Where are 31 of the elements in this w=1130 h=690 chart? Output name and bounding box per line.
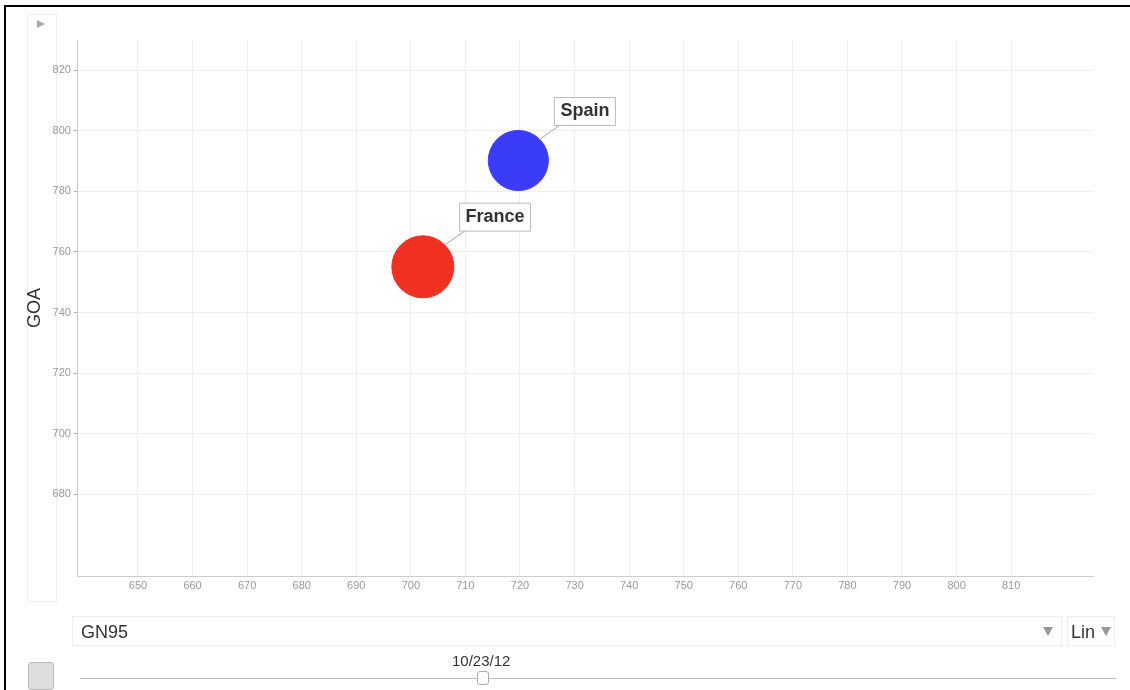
y-axis-title: GOA	[23, 287, 44, 329]
x-tick-label: 680	[292, 578, 311, 591]
x-tick-label: 650	[128, 578, 148, 591]
series-label: France	[465, 206, 525, 227]
y-tick-label: 720	[52, 366, 71, 379]
x-tick-label: 720	[510, 578, 530, 591]
x-tick-label: 780	[838, 578, 857, 591]
x-tick-label: 660	[183, 578, 202, 591]
x-axis-title: GN95	[81, 622, 129, 642]
y-tick-label: 700	[52, 426, 71, 439]
x-tick-label: 760	[729, 578, 748, 591]
x-tick-label: 810	[1001, 578, 1021, 591]
y-tick-label: 740	[52, 305, 71, 318]
y-tick-label: 780	[52, 184, 71, 197]
y-tick-label: 800	[52, 123, 71, 136]
y-tick-label: 680	[52, 487, 71, 500]
x-tick-label: 800	[947, 578, 966, 591]
text: 10/23/12	[452, 652, 511, 669]
x-tick-label: 690	[347, 578, 366, 591]
x-tick-label: 750	[674, 578, 693, 591]
x-tick-label: 700	[401, 578, 421, 591]
x-tick-label: 740	[619, 578, 639, 591]
x-tick-label: 770	[783, 578, 803, 591]
text: Lin	[1071, 622, 1096, 642]
x-tick-label: 790	[892, 578, 912, 591]
x-tick-label: 670	[237, 578, 257, 591]
x-tick-label: 710	[456, 578, 475, 591]
x-tick-label: 730	[565, 578, 584, 591]
y-tick-label: 820	[52, 63, 71, 76]
y-tick-label: 760	[52, 245, 71, 258]
series-label: Spain	[560, 100, 610, 121]
